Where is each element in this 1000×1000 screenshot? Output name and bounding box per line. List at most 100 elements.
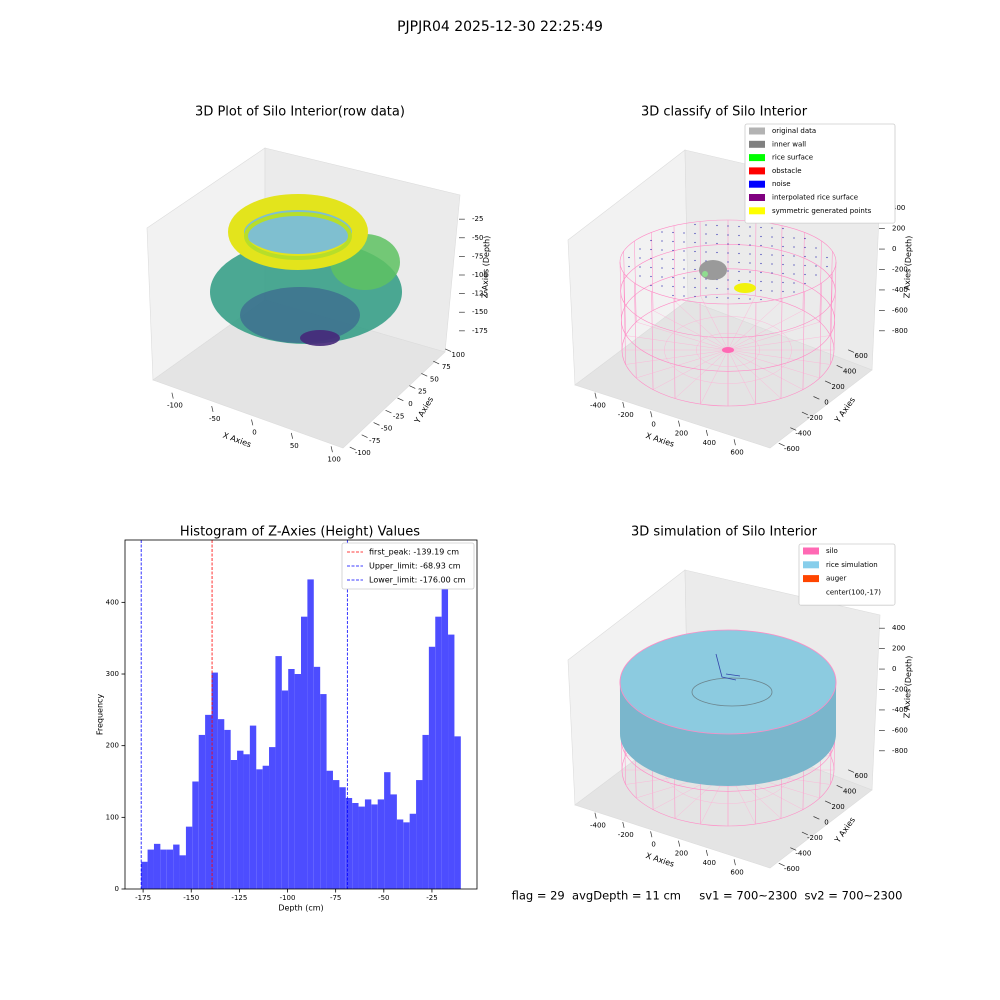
tick-mark: [251, 419, 254, 426]
tick-mark: [824, 800, 832, 804]
y-tick-label: -75: [369, 437, 380, 445]
y-tick-label: -25: [393, 412, 404, 420]
wireframe: [727, 349, 756, 405]
bar: [262, 765, 270, 889]
x-tick-label: 50: [290, 442, 299, 450]
point-cloud: [804, 282, 806, 285]
z-tick-label: -400: [892, 286, 908, 294]
bar: [288, 668, 295, 889]
point-cloud: [661, 249, 663, 251]
legend-swatch: [749, 207, 765, 215]
point-cloud: [694, 295, 696, 298]
z-tick-label: 400: [892, 624, 905, 632]
legend-label: rice surface: [772, 154, 813, 162]
point-cloud: [760, 271, 762, 274]
x-tick-label: -400: [590, 822, 606, 830]
y-tick-label: 0: [824, 819, 828, 827]
legend-label: symmetric generated points: [772, 207, 872, 215]
wireframe: [625, 335, 729, 351]
wireframe: [651, 232, 654, 311]
point-cloud: [771, 281, 773, 283]
bar: [448, 634, 455, 889]
y-tick-label: 400: [843, 787, 856, 795]
y-tick-label: -400: [795, 850, 811, 858]
point-cloud: [716, 296, 718, 299]
x-tick-label: 600: [730, 868, 743, 876]
point-cloud: [705, 296, 707, 298]
legend-swatch: [749, 127, 765, 135]
y-tick-label: 600: [855, 772, 868, 780]
point-cloud: [771, 290, 773, 292]
point-cloud: [716, 242, 718, 245]
point-cloud: [782, 227, 784, 230]
point-cloud: [738, 252, 740, 255]
point-cloud: [749, 298, 751, 300]
tick-mark: [813, 396, 820, 400]
point-cloud: [661, 276, 663, 278]
x-tick-label: -200: [618, 831, 634, 839]
tick-mark: [801, 831, 808, 836]
point-cloud: [683, 277, 685, 279]
bar: [147, 849, 154, 889]
point-cloud: [716, 287, 718, 290]
z-tick-label: -75: [472, 252, 483, 260]
auger: [715, 653, 741, 681]
legend-label: Lower_limit: -176.00 cm: [369, 576, 466, 585]
bar: [409, 813, 417, 889]
point-cloud: [672, 231, 674, 234]
point-cloud: [661, 240, 663, 242]
wireframe: [651, 291, 654, 390]
figure-title: PJPJR04 2025-12-30 22:25:49: [397, 19, 603, 35]
legend-swatch: [749, 180, 765, 188]
wireframe: [780, 298, 783, 399]
tick-mark: [848, 769, 855, 773]
wireframe: [700, 295, 729, 351]
wireframe: [652, 310, 729, 351]
x-tick-label: -175: [135, 894, 151, 902]
point-cloud: [705, 287, 707, 289]
wireframe: [727, 349, 804, 390]
point-cloud: [702, 271, 708, 277]
point-cloud: [738, 297, 740, 300]
tick-mark: [836, 785, 843, 789]
wireframe: [619, 219, 837, 305]
point-cloud: [793, 237, 795, 239]
chart-title: 3D classify of Silo Interior: [641, 105, 808, 120]
tick-mark: [373, 422, 380, 426]
point-cloud: [793, 246, 795, 248]
x-tick-label: -200: [618, 411, 634, 419]
surface: [619, 629, 837, 735]
bar: [243, 754, 250, 889]
bar: [339, 787, 346, 889]
z-tick-label: -175: [472, 327, 488, 335]
x-tick-label: 600: [730, 448, 743, 456]
point-cloud: [628, 265, 630, 268]
z-tick-label: 0: [892, 245, 896, 253]
wireframe: [819, 240, 822, 323]
tick-mark: [836, 365, 843, 369]
x-tick-label: 100: [327, 455, 340, 463]
legend-label: noise: [772, 180, 791, 188]
y-tick-label: 50: [430, 375, 439, 383]
point-cloud: [815, 265, 817, 267]
y-tick-label: -200: [807, 414, 823, 422]
x-axis-label: Depth (cm): [278, 904, 323, 913]
point-cloud: [738, 279, 740, 282]
point-cloud: [771, 263, 773, 265]
legend-box: [341, 542, 475, 590]
bar: [173, 844, 180, 889]
point-cloud: [771, 245, 773, 247]
point-cloud: [782, 272, 784, 275]
point-cloud: [738, 234, 740, 237]
tick-mark: [330, 446, 333, 453]
point-cloud: [650, 239, 652, 242]
wireframe: [634, 282, 637, 379]
point-cloud: [300, 330, 340, 346]
wireframe: [636, 321, 729, 351]
tick-mark: [622, 401, 625, 408]
x-tick-label: 0: [651, 420, 655, 428]
point-cloud: [826, 256, 828, 259]
point-cloud: [734, 283, 756, 293]
legend-label: interpolated rice surface: [772, 194, 858, 202]
bar: [160, 849, 167, 889]
